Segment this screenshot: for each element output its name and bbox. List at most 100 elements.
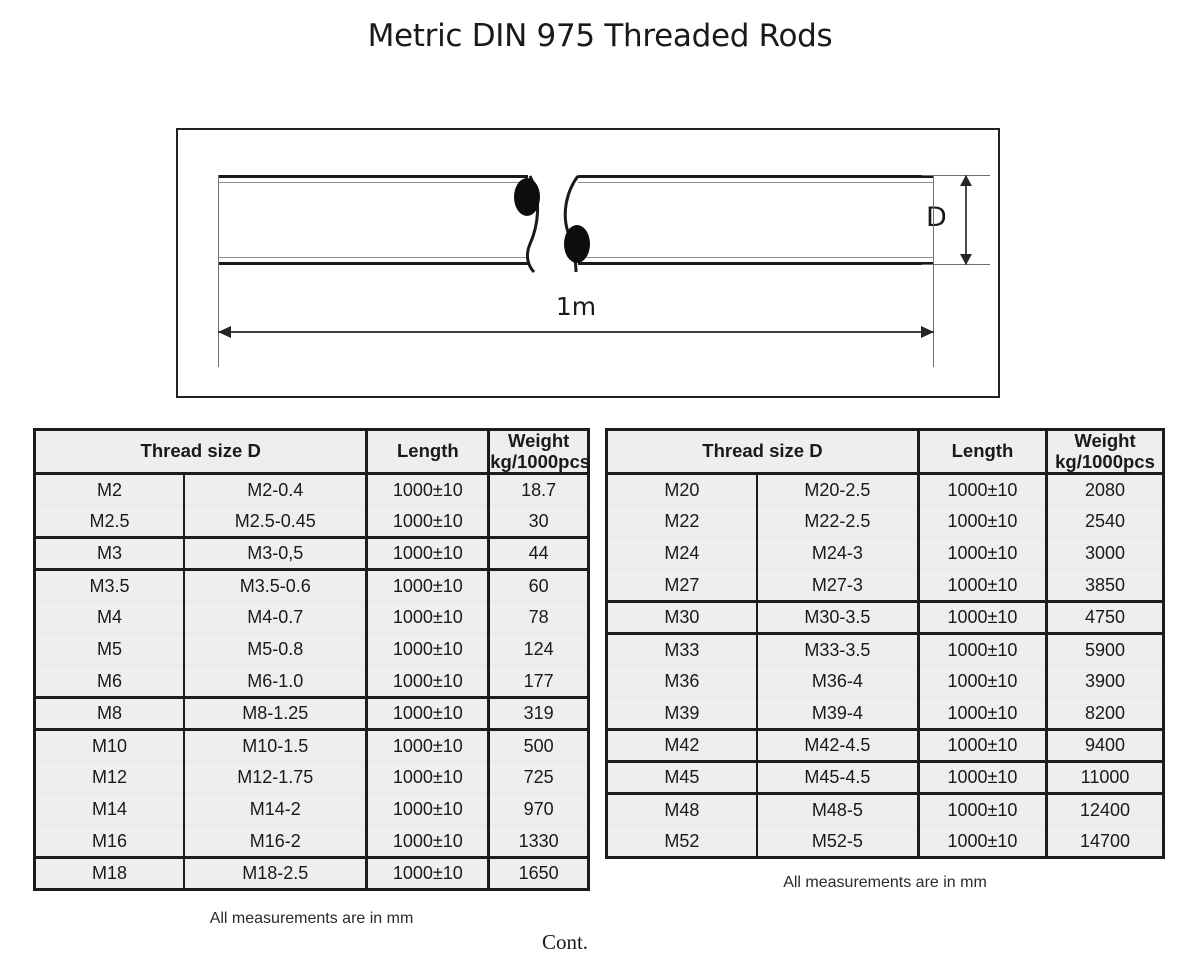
cell-thread-size: M3 [34, 536, 185, 570]
cell-weight: 12400 [1045, 792, 1164, 826]
spec-table-left: Thread size D Length Weight kg/1000pcs M… [33, 428, 591, 892]
cell-weight: 44 [487, 536, 589, 570]
cell-designation: M24-3 [755, 537, 919, 570]
cell-thread-size: M39 [605, 697, 758, 730]
cell-thread-size: M10 [34, 728, 185, 762]
column-header-length: Length [365, 429, 490, 476]
table-row: M18 M18-2.5 1000±10 1650 [34, 856, 589, 890]
cell-length: 1000±10 [365, 728, 490, 762]
cell-thread-size: M36 [605, 665, 758, 698]
length-arrowhead-right [921, 326, 934, 338]
cell-designation: M36-4 [755, 665, 919, 698]
table-row: M3.5 M3.5-0.6 1000±10 60 [34, 568, 589, 602]
column-header-weight-line1: Weight [507, 430, 570, 451]
cell-weight: 14700 [1045, 825, 1164, 858]
cell-thread-size: M52 [605, 825, 758, 858]
cell-length: 1000±10 [365, 568, 490, 602]
cell-length: 1000±10 [365, 825, 490, 858]
cell-designation: M5-0.8 [183, 633, 368, 666]
cell-length: 1000±10 [916, 825, 1048, 858]
diameter-arrowhead-up [960, 175, 972, 186]
cell-designation: M52-5 [755, 825, 919, 858]
table-row: M24 M24-3 1000±10 3000 [605, 537, 1164, 570]
table-row: M2 M2-0.4 1000±10 18.7 [34, 472, 589, 506]
cell-length: 1000±10 [365, 472, 490, 506]
cell-designation: M8-1.25 [183, 696, 368, 730]
cell-designation: M33-3.5 [755, 632, 919, 666]
cell-designation: M12-1.75 [183, 761, 368, 794]
cell-weight: 124 [487, 633, 589, 666]
table-header-row: Thread size D Length Weight kg/1000pcs [606, 429, 1164, 476]
cell-thread-size: M30 [605, 600, 758, 634]
table-row: M36 M36-4 1000±10 3900 [605, 665, 1164, 698]
cell-length: 1000±10 [365, 856, 490, 890]
length-dimension-line [218, 331, 934, 333]
spec-table-right-container: Thread size D Length Weight kg/1000pcs M… [605, 428, 1165, 860]
cell-length: 1000±10 [916, 792, 1048, 826]
table-header: Thread size D Length Weight kg/1000pcs [606, 429, 1164, 476]
cell-length: 1000±10 [365, 536, 490, 570]
table-row: M16 M16-2 1000±10 1330 [34, 825, 589, 858]
cell-designation: M6-1.0 [183, 665, 368, 698]
cell-weight: 970 [487, 793, 589, 826]
cell-designation: M27-3 [755, 569, 919, 602]
column-header-thread-size: Thread size D [33, 429, 368, 476]
table-row: M4 M4-0.7 1000±10 78 [34, 601, 589, 634]
diameter-label: D [926, 202, 947, 233]
cell-thread-size: M45 [605, 760, 758, 794]
cell-designation: M30-3.5 [755, 600, 919, 634]
cell-length: 1000±10 [365, 505, 490, 538]
cell-weight: 3850 [1045, 569, 1164, 602]
rod-outline-top [218, 175, 528, 178]
cell-designation: M4-0.7 [183, 601, 368, 634]
length-arrowhead-left [218, 326, 231, 338]
length-extension-line-right [933, 175, 934, 367]
rod-outline-bottom [578, 262, 934, 265]
cell-designation: M45-4.5 [755, 760, 919, 794]
table-row: M8 M8-1.25 1000±10 319 [34, 696, 589, 730]
cell-thread-size: M8 [34, 696, 185, 730]
cell-thread-size: M22 [605, 505, 758, 538]
rod-thread-line-bottom [218, 257, 528, 258]
cell-weight: 30 [487, 505, 589, 538]
footnote-right: All measurements are in mm [783, 874, 987, 891]
cell-designation: M10-1.5 [183, 728, 368, 762]
column-header-length: Length [916, 429, 1048, 476]
cell-weight: 2540 [1045, 505, 1164, 538]
cell-designation: M2-0.4 [183, 472, 368, 506]
table-row: M5 M5-0.8 1000±10 124 [34, 633, 589, 666]
page-title: Metric DIN 975 Threaded Rods [367, 18, 833, 54]
column-header-weight-line2: kg/1000pcs [490, 450, 591, 472]
table-row: M30 M30-3.5 1000±10 4750 [605, 600, 1164, 634]
cell-thread-size: M2 [34, 472, 185, 506]
cell-thread-size: M16 [34, 825, 185, 858]
cell-length: 1000±10 [916, 697, 1048, 730]
cell-weight: 8200 [1045, 697, 1164, 730]
cell-thread-size: M20 [605, 472, 758, 506]
cell-weight: 1330 [487, 825, 589, 858]
rod-outline-top [578, 175, 934, 178]
footnote-left: All measurements are in mm [209, 910, 414, 927]
cell-thread-size: M24 [605, 537, 758, 570]
table-header-row: Thread size D Length Weight kg/1000pcs [33, 429, 591, 476]
table-row: M27 M27-3 1000±10 3850 [605, 569, 1164, 602]
cell-thread-size: M33 [605, 632, 758, 666]
column-header-thread-size: Thread size D [606, 429, 919, 476]
cell-length: 1000±10 [916, 600, 1048, 634]
table-row: M42 M42-4.5 1000±10 9400 [605, 728, 1164, 762]
cell-weight: 5900 [1045, 632, 1164, 666]
table-row: M22 M22-2.5 1000±10 2540 [605, 505, 1164, 538]
table-row: M6 M6-1.0 1000±10 177 [34, 665, 589, 698]
cell-thread-size: M14 [34, 793, 185, 826]
cell-thread-size: M3.5 [34, 568, 185, 602]
length-label: 1m [555, 292, 597, 321]
cell-weight: 3000 [1045, 537, 1164, 570]
rod-outline-bottom [218, 262, 528, 265]
spec-table-right: Thread size D Length Weight kg/1000pcs M… [605, 428, 1165, 860]
cell-length: 1000±10 [916, 665, 1048, 698]
cell-length: 1000±10 [916, 569, 1048, 602]
cell-weight: 2080 [1045, 472, 1164, 506]
cell-thread-size: M27 [605, 569, 758, 602]
cell-length: 1000±10 [916, 472, 1048, 506]
length-extension-line-left [218, 175, 219, 367]
